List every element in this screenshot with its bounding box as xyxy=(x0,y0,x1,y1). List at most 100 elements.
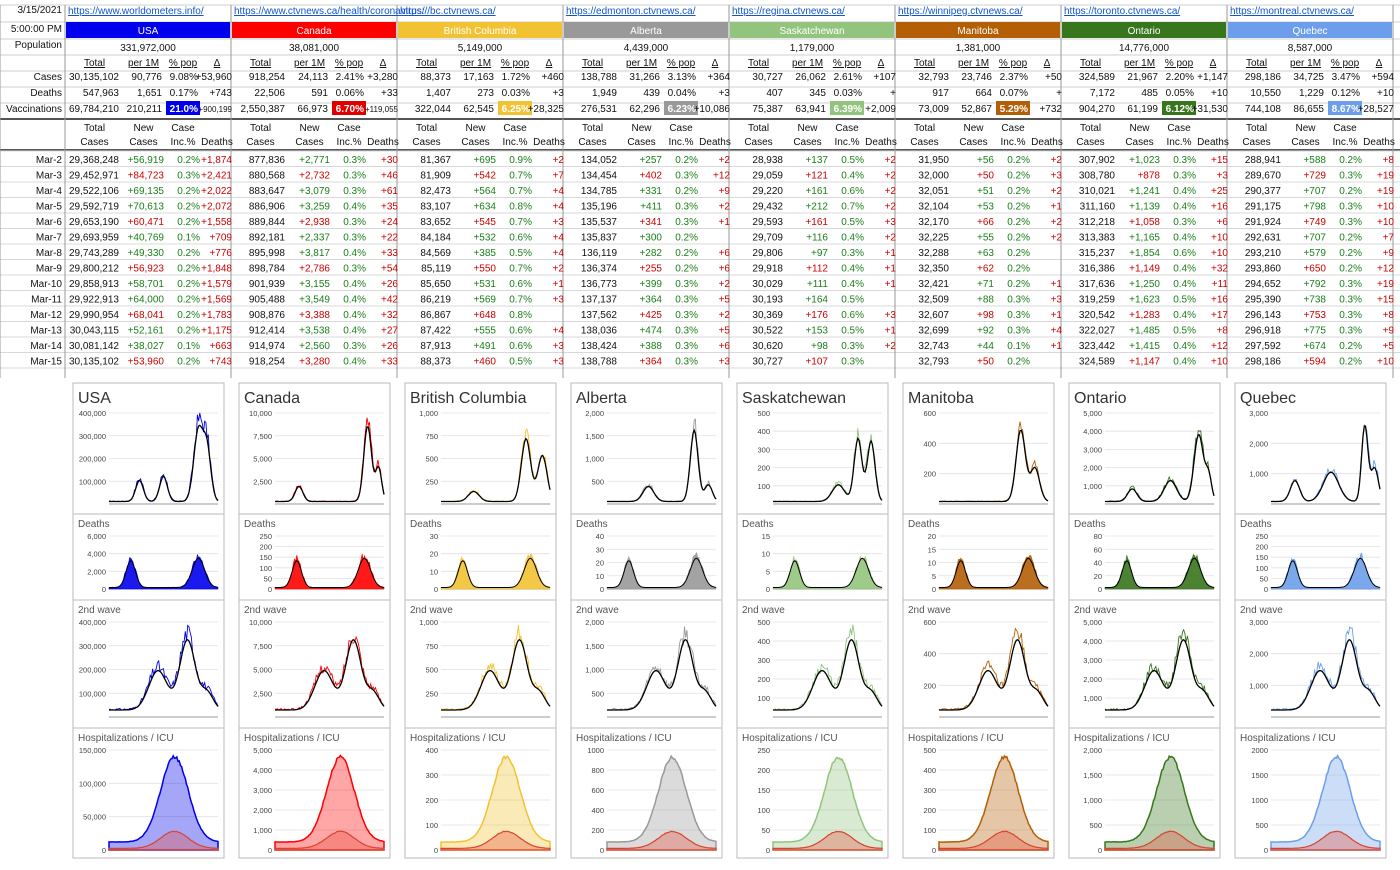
axis-tick-label: 100 xyxy=(425,821,438,830)
daily-new: +63 xyxy=(977,248,994,259)
daily-pct: 0.2% xyxy=(177,248,200,259)
daily-new: +68,041 xyxy=(128,310,165,321)
date-label: Mar-12 xyxy=(30,310,62,321)
daily-pct: 0.4% xyxy=(343,295,366,306)
axis-tick-label: 300 xyxy=(757,445,770,454)
vacc-value: 210,211 xyxy=(127,104,163,115)
source-link[interactable]: https://www.worldometers.info/ xyxy=(68,6,204,17)
daily-deaths: +2 xyxy=(553,264,565,275)
daily-new: +545 xyxy=(473,217,496,228)
daily-total: 29,522,106 xyxy=(69,186,119,197)
source-link[interactable]: https://www.ctvnews.ca/health/coronaviru… xyxy=(234,6,425,17)
daily-pct: 0.2% xyxy=(675,233,698,244)
daily-deaths: +15 xyxy=(1211,155,1228,166)
charts-british-columbia: British Columbia 1,000 750 500 250 Deaths 30 20… xyxy=(404,382,557,859)
daily-total: 137,137 xyxy=(581,295,618,306)
daily-pct: 0.4% xyxy=(1173,264,1196,275)
daily-total: 295,390 xyxy=(1245,295,1282,306)
daily-deaths: +7 xyxy=(1383,233,1395,244)
daily-new: +364 xyxy=(639,357,662,368)
daily-total: 32,699 xyxy=(918,326,949,337)
cases-average-line xyxy=(939,429,1049,503)
daily-header: New xyxy=(963,123,984,134)
sub-header: Δ xyxy=(546,58,553,69)
daily-deaths: +1,558 xyxy=(201,217,232,228)
sub-header: % pop xyxy=(833,58,862,69)
axis-tick-label: 3,000 xyxy=(1249,618,1268,627)
daily-total: 311,160 xyxy=(1080,202,1116,213)
daily-total: 307,902 xyxy=(1079,155,1116,166)
date-cell: 3/15/2021 xyxy=(18,5,63,16)
axis-tick-label: 100 xyxy=(757,694,770,703)
icu-area xyxy=(938,830,1049,851)
daily-pct: 0.6% xyxy=(509,279,532,290)
daily-new: +161 xyxy=(805,186,828,197)
sub-header: per 1M xyxy=(294,58,325,69)
daily-new: +1,139 xyxy=(1129,202,1160,213)
daily-deaths: +5 xyxy=(719,295,731,306)
axis-tick-label: 150 xyxy=(1255,553,1268,562)
axis-tick-label: 0 xyxy=(102,585,106,594)
sub-header: Total xyxy=(416,58,437,69)
hospitalizations-area xyxy=(1270,754,1381,851)
daily-new: +49,330 xyxy=(128,248,165,259)
daily-new: +62 xyxy=(977,264,994,275)
icu-area xyxy=(606,830,717,851)
daily-header: Deaths xyxy=(865,137,897,148)
vaccination-pct-highlight xyxy=(1328,101,1362,115)
daily-new: +1,623 xyxy=(1129,295,1160,306)
daily-new: +282 xyxy=(639,248,662,259)
daily-pct: 0.4% xyxy=(841,264,864,275)
daily-total: 317,636 xyxy=(1079,279,1116,290)
daily-pct: 0.3% xyxy=(841,248,864,259)
population-value: 14,776,000 xyxy=(1119,43,1169,54)
axis-tick-label: 1,500 xyxy=(1083,771,1102,780)
date-label: Mar-13 xyxy=(30,326,62,337)
source-link[interactable]: https://winnipeg.ctvnews.ca/ xyxy=(898,6,1023,17)
source-link[interactable]: https://edmonton.ctvnews.ca/ xyxy=(566,6,696,17)
daily-pct: 0.3% xyxy=(343,341,366,352)
daily-header: New xyxy=(797,123,818,134)
axis-tick-label: 600 xyxy=(923,618,936,627)
chart-title-cases: Quebec xyxy=(1240,390,1296,407)
deaths-value: 0.03% xyxy=(502,88,530,99)
axis-tick-label: 200 xyxy=(757,464,770,473)
daily-total: 322,027 xyxy=(1079,326,1116,337)
daily-new: +2,771 xyxy=(299,155,330,166)
daily-new: +3,549 xyxy=(299,295,330,306)
source-link[interactable]: https://montreal.ctvnews.ca/ xyxy=(1230,6,1354,17)
daily-header: Case xyxy=(1001,123,1025,134)
daily-deaths: +3 xyxy=(553,357,565,368)
daily-new: +1,023 xyxy=(1129,155,1160,166)
axis-tick-label: 2,000 xyxy=(1249,650,1268,659)
axis-tick-label: 3,000 xyxy=(1083,656,1102,665)
region-name: Manitoba xyxy=(957,26,999,37)
axis-tick-label: 500 xyxy=(1255,821,1268,830)
chart-title-wave2: 2nd wave xyxy=(908,605,951,616)
daily-total: 86,867 xyxy=(420,310,451,321)
daily-total: 877,836 xyxy=(249,155,286,166)
daily-new: +51 xyxy=(977,186,994,197)
source-link[interactable]: https://toronto.ctvnews.ca/ xyxy=(1064,6,1180,17)
daily-new: +161 xyxy=(805,217,828,228)
daily-deaths: +1 xyxy=(1051,341,1063,352)
vaccination-pct: 6.12% xyxy=(1166,104,1194,115)
deaths-value: + xyxy=(1056,88,1062,99)
axis-tick-label: 50 xyxy=(264,574,272,583)
daily-deaths: +3 xyxy=(553,217,565,228)
icu-area xyxy=(440,830,551,851)
daily-pct: 0.4% xyxy=(343,279,366,290)
charts-usa: USA 400,000 300,000 200,000 100,000 Deaths 6,0… xyxy=(72,382,225,859)
axis-tick-label: 1,000 xyxy=(585,455,604,464)
daily-pct: 0.3% xyxy=(675,326,698,337)
daily-header: Total xyxy=(1246,123,1267,134)
daily-header: Case xyxy=(503,123,527,134)
source-link[interactable]: https://regina.ctvnews.ca/ xyxy=(732,6,845,17)
vacc-value: +10,086 xyxy=(694,104,731,115)
axis-tick-label: 400 xyxy=(923,439,936,448)
daily-total: 29,368,248 xyxy=(69,155,119,166)
daily-total: 138,424 xyxy=(581,341,618,352)
source-link[interactable]: https://bc.ctvnews.ca/ xyxy=(400,6,496,17)
daily-pct: 0.2% xyxy=(675,264,698,275)
daily-new: +212 xyxy=(805,202,828,213)
